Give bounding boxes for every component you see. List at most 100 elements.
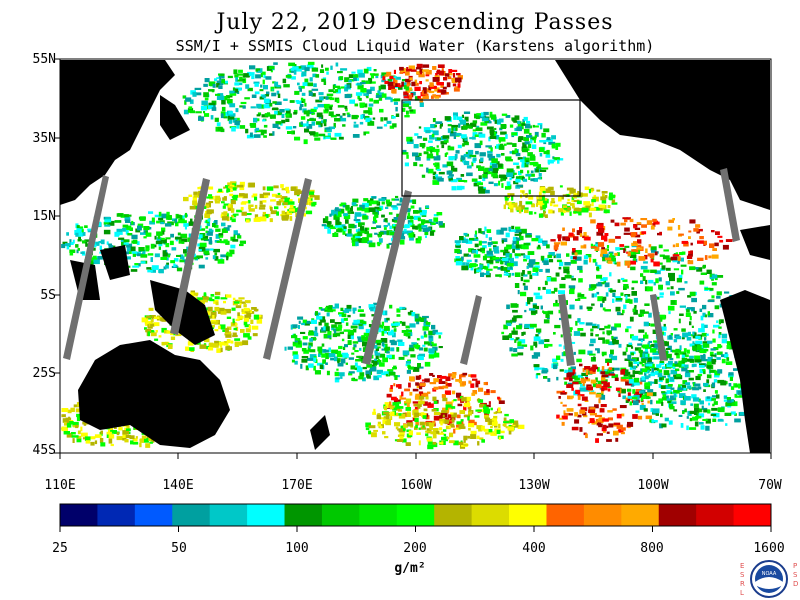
cloud-cell	[465, 239, 473, 244]
cloud-cell	[480, 157, 484, 162]
cloud-cell	[631, 291, 637, 296]
cloud-cell	[386, 243, 390, 249]
cloud-cell	[104, 224, 111, 227]
cloud-cell	[678, 287, 685, 291]
cloud-cell	[523, 194, 528, 197]
cloud-cell	[533, 292, 540, 296]
cloud-cell	[631, 242, 638, 246]
cloud-cell	[429, 382, 437, 385]
cloud-cell	[479, 140, 483, 146]
cloud-cell	[166, 262, 169, 265]
cloud-cell	[90, 257, 96, 260]
cloud-cell	[428, 422, 435, 427]
cloud-cell	[181, 241, 185, 244]
cloud-cell	[543, 211, 546, 214]
cloud-cell	[569, 289, 575, 295]
cloud-cell	[432, 420, 436, 424]
cloud-cell	[310, 337, 316, 341]
cloud-cell	[417, 217, 421, 222]
cloud-cell	[211, 107, 217, 111]
cloud-cell	[179, 259, 185, 263]
cloud-cell	[323, 326, 328, 331]
cloud-cell	[395, 195, 399, 198]
cloud-cell	[676, 277, 682, 283]
cloud-cell	[318, 321, 322, 326]
cloud-cell	[369, 200, 377, 205]
cloud-cell	[669, 357, 674, 361]
cloud-cell	[707, 313, 714, 318]
cloud-cell	[641, 353, 645, 358]
cloud-cell	[338, 136, 344, 140]
cloud-cell	[321, 64, 324, 68]
cloud-cell	[680, 423, 684, 428]
cloud-cell	[356, 82, 362, 86]
cloud-cell	[365, 427, 370, 431]
cloud-cell	[600, 253, 603, 257]
cloud-cell	[76, 402, 80, 407]
cloud-cell	[392, 223, 396, 227]
cloud-cell	[592, 323, 597, 328]
cloud-cell	[281, 113, 285, 118]
cloud-cell	[232, 185, 238, 189]
cloud-cell	[416, 71, 420, 75]
cloud-cell	[70, 407, 75, 412]
cloud-cell	[503, 421, 509, 424]
cloud-cell	[74, 230, 80, 235]
cloud-cell	[699, 236, 704, 240]
cloud-cell	[573, 211, 580, 214]
cloud-cell	[241, 211, 247, 216]
cloud-cell	[586, 386, 593, 391]
cloud-cell	[226, 251, 229, 254]
cloud-cell	[408, 65, 415, 70]
cloud-cell	[232, 239, 239, 242]
cloud-cell	[579, 305, 583, 310]
cloud-cell	[423, 408, 428, 412]
cloud-cell	[160, 256, 167, 260]
cloud-cell	[592, 364, 597, 368]
cloud-cell	[520, 253, 525, 256]
cloud-cell	[545, 138, 553, 142]
cloud-cell	[414, 404, 418, 407]
cloud-cell	[329, 226, 337, 230]
cloud-cell	[344, 308, 352, 312]
cloud-cell	[484, 167, 490, 173]
cloud-cell	[128, 249, 132, 254]
cloud-cell	[640, 265, 648, 270]
cloud-cell	[505, 156, 512, 161]
cloud-cell	[330, 137, 337, 140]
cloud-cell	[522, 331, 526, 335]
cloud-cell	[652, 329, 657, 334]
cloud-cell	[242, 340, 249, 346]
cloud-cell	[487, 150, 493, 154]
cloud-cell	[658, 383, 662, 388]
cloud-cell	[147, 253, 154, 256]
cloud-cell	[473, 254, 481, 258]
cloud-cell	[377, 421, 381, 426]
cloud-cell	[572, 248, 575, 251]
cloud-cell	[610, 349, 614, 355]
cloud-cell	[463, 161, 470, 166]
cloud-cell	[439, 70, 445, 76]
cloud-cell	[301, 348, 307, 352]
cloud-cell	[681, 269, 684, 275]
cloud-cell	[715, 231, 720, 235]
cloud-cell	[474, 113, 480, 119]
cloud-cell	[641, 358, 647, 363]
cloud-cell	[302, 213, 306, 217]
cloud-cell	[435, 73, 438, 76]
cloud-cell	[391, 325, 397, 328]
cloud-cell	[617, 279, 621, 283]
cloud-cell	[361, 208, 366, 212]
cloud-cell	[544, 280, 548, 286]
cloud-cell	[573, 207, 580, 213]
cloud-cell	[517, 424, 525, 429]
cloud-cell	[214, 200, 220, 204]
cloud-cell	[448, 178, 453, 181]
cloud-cell	[431, 222, 436, 225]
cloud-cell	[509, 419, 514, 423]
cloud-cell	[387, 81, 394, 86]
cloud-cell	[639, 352, 643, 358]
cloud-cell	[190, 292, 196, 297]
cloud-cell	[445, 401, 453, 406]
cloud-cell	[600, 249, 608, 254]
